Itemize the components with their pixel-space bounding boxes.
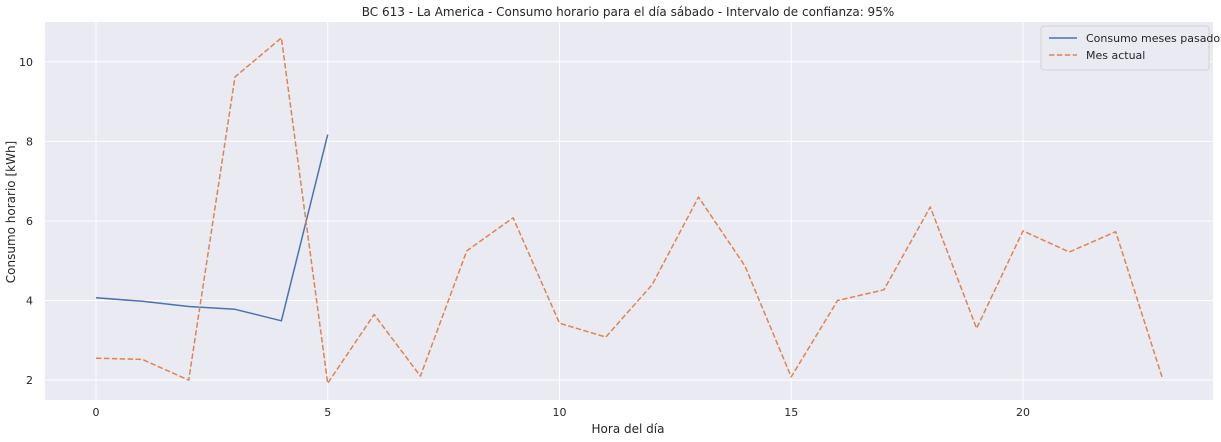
x-tick-labels: 0 5 10 15 20: [92, 406, 1029, 419]
series-lines: [95, 37, 1163, 385]
x-tick-label: 10: [552, 406, 566, 419]
y-tick-labels: 2 4 6 8 10: [19, 56, 33, 387]
x-tick-label: 0: [92, 406, 99, 419]
series-line-1: [95, 134, 329, 322]
legend: Consumo meses pasados Mes actual: [1040, 25, 1221, 71]
series-line-2: [95, 37, 1163, 385]
y-tick-label: 4: [26, 295, 33, 308]
y-tick-label: 8: [26, 135, 33, 148]
legend-box: [1040, 25, 1210, 71]
x-gridlines: [95, 22, 1024, 400]
chart-title: BC 613 - La America - Consumo horario pa…: [362, 5, 894, 19]
y-tick-label: 10: [19, 56, 33, 69]
x-tick-label: 15: [784, 406, 798, 419]
x-tick-label: 20: [1016, 406, 1030, 419]
y-tick-label: 6: [26, 215, 33, 228]
plot-area: [45, 22, 1213, 400]
x-tick-label: 5: [324, 406, 331, 419]
legend-label: Consumo meses pasados: [1086, 32, 1221, 45]
legend-label: Mes actual: [1086, 49, 1145, 62]
y-gridlines: [45, 61, 1213, 381]
x-axis-label: Hora del día: [592, 422, 665, 436]
y-axis-label: Consumo horario [kWh]: [4, 141, 18, 283]
y-tick-label: 2: [26, 374, 33, 387]
